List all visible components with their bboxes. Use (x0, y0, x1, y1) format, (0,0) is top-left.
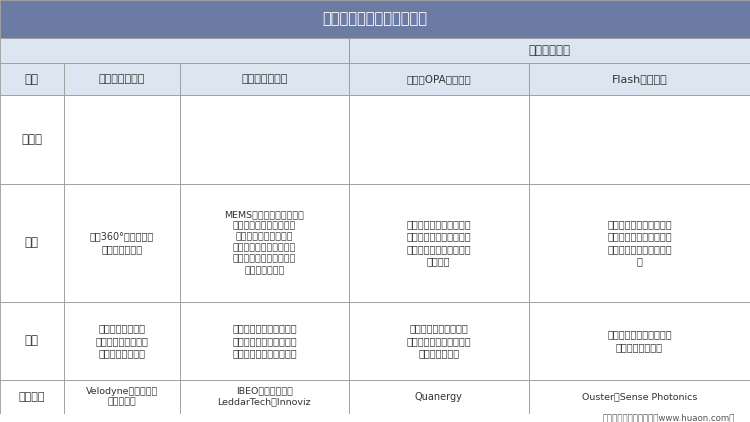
Bar (0, 380, 64, 414)
Text: 车载激光雷达分类基本特点: 车载激光雷达分类基本特点 (322, 11, 428, 27)
Bar (64, 302, 180, 380)
Bar (529, 63, 750, 95)
Text: 光束直接向各方向漫射，
可快速记录环境信息，避
免扫描过程中的运动畸变
。: 光束直接向各方向漫射， 可快速记录环境信息，避 免扫描过程中的运动畸变 。 (607, 219, 672, 266)
Bar (349, 302, 529, 380)
Bar (180, 380, 349, 414)
Bar (529, 95, 750, 184)
Text: 机械式激光雷达: 机械式激光雷达 (99, 74, 145, 84)
Text: Velodyne、禾赛科技
、北科天绘: Velodyne、禾赛科技 、北科天绘 (86, 387, 158, 407)
Bar (0, 414, 750, 422)
Text: Quanergy: Quanergy (415, 392, 463, 402)
Text: IBEO、速腾聚创、
LeddarTech、Innoviz: IBEO、速腾聚创、 LeddarTech、Innoviz (217, 387, 311, 407)
Text: 结构简单、尺寸小，标定
简单，扫描速度快，扫描
精度高，可控性好，多目
标监控。: 结构简单、尺寸小，标定 简单，扫描速度快，扫描 精度高，可控性好，多目 标监控。 (406, 219, 471, 266)
Text: 缺点: 缺点 (25, 334, 39, 347)
Bar (529, 380, 750, 414)
Text: Flash激光雷达: Flash激光雷达 (611, 74, 668, 84)
Text: 混合式激光雷达: 混合式激光雷达 (242, 74, 287, 84)
Text: MEMS微振镜相对成熟，可
以以较低的成本和较高的
准确度实现固态激光扫
描；传感器可以动态调整
自己的扫描模式，以此来
聚焦特殊物体。: MEMS微振镜相对成熟，可 以以较低的成本和较高的 准确度实现固态激光扫 描；传… (224, 211, 304, 275)
Text: 扫描角度有限，旁瓣问
题，加工难度高，接收面
大、信噪比差。: 扫描角度有限，旁瓣问 题，加工难度高，接收面 大、信噪比差。 (406, 323, 471, 358)
Bar (349, 63, 529, 95)
Text: 名称: 名称 (25, 73, 39, 86)
Text: 固态激光雷达: 固态激光雷达 (528, 44, 570, 57)
Bar (349, 95, 529, 184)
Text: 相控阵OPA激光雷达: 相控阵OPA激光雷达 (406, 74, 471, 84)
Bar (0, 0, 750, 38)
Bar (180, 95, 349, 184)
Text: 制表：华经产业研究院（www.huaon.com）: 制表：华经产业研究院（www.huaon.com） (603, 413, 735, 422)
Bar (180, 63, 349, 95)
Text: 示意图: 示意图 (22, 133, 42, 146)
Text: 优点: 优点 (25, 236, 39, 249)
Bar (0, 95, 64, 184)
Bar (0, 302, 64, 380)
Bar (64, 380, 180, 414)
Bar (180, 184, 349, 302)
Text: 微镜的尺寸限制了振荡幅
度，视野有限；存在激光
的反射，会有较大损失。: 微镜的尺寸限制了振荡幅 度，视野有限；存在激光 的反射，会有较大损失。 (232, 323, 297, 358)
Bar (529, 302, 750, 380)
Text: 代表厂商: 代表厂商 (19, 392, 45, 402)
Bar (349, 184, 529, 302)
Text: 线束约高，体积越
大；价格昂贵，旋转
部件可靠性较低。: 线束约高，体积越 大；价格昂贵，旋转 部件可靠性较低。 (95, 323, 148, 358)
Bar (64, 95, 180, 184)
Bar (349, 38, 750, 63)
Bar (0, 63, 64, 95)
Bar (529, 184, 750, 302)
Bar (180, 302, 349, 380)
Text: 视场角受限，扫描速率较
低；探测距离小。: 视场角受限，扫描速率较 低；探测距离小。 (607, 330, 672, 352)
Bar (64, 184, 180, 302)
Bar (349, 380, 529, 414)
Bar (0, 38, 349, 63)
Bar (0, 184, 64, 302)
Text: 拥有360°视场角，相
对测量精度高。: 拥有360°视场角，相 对测量精度高。 (90, 231, 154, 254)
Text: Ouster、Sense Photonics: Ouster、Sense Photonics (582, 392, 697, 401)
Bar (64, 63, 180, 95)
